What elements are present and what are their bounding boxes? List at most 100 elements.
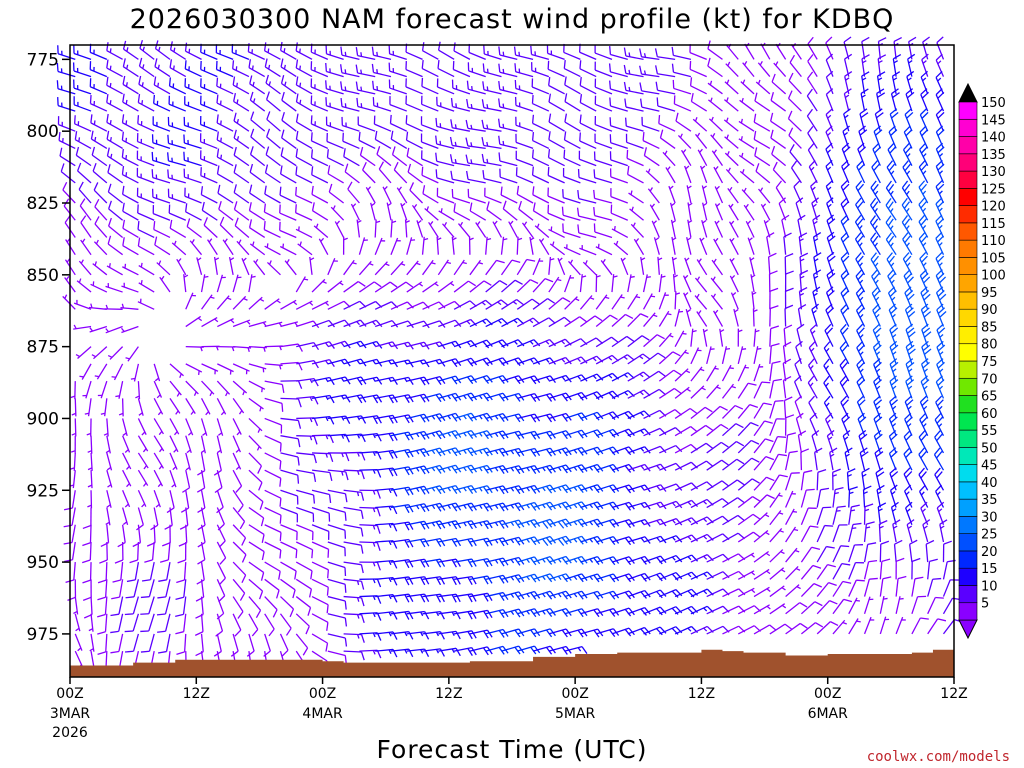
wind-barb bbox=[922, 519, 931, 543]
wind-barb bbox=[627, 606, 651, 616]
wind-barb bbox=[327, 595, 347, 610]
wind-barb bbox=[713, 166, 724, 184]
wind-barb bbox=[840, 286, 850, 310]
wind-barb bbox=[110, 613, 124, 634]
wind-barb bbox=[856, 160, 866, 184]
wind-barb bbox=[690, 328, 697, 347]
wind-barb bbox=[105, 507, 111, 526]
wind-barb bbox=[97, 579, 108, 601]
wind-barb bbox=[409, 182, 424, 204]
wind-barb bbox=[564, 484, 588, 494]
wind-barb bbox=[343, 541, 364, 554]
wind-barb bbox=[280, 397, 302, 408]
wind-barb bbox=[343, 595, 365, 607]
wind-barb bbox=[137, 237, 155, 256]
wind-barb bbox=[122, 58, 139, 78]
wind-barb bbox=[625, 133, 644, 150]
wind-barb bbox=[325, 97, 344, 112]
wind-barb bbox=[723, 97, 739, 112]
wind-barb bbox=[485, 299, 509, 310]
wind-barb bbox=[936, 340, 946, 365]
wind-barb bbox=[121, 114, 139, 132]
wind-barb bbox=[579, 60, 597, 78]
wind-barb bbox=[699, 237, 708, 255]
wind-barb bbox=[895, 575, 907, 597]
wind-barb bbox=[233, 112, 250, 132]
wind-barb bbox=[183, 274, 189, 293]
wind-barb bbox=[390, 521, 414, 531]
wind-barb bbox=[611, 607, 635, 617]
wind-barb bbox=[531, 166, 550, 184]
wind-barb bbox=[97, 380, 108, 399]
wind-barb bbox=[876, 484, 885, 508]
wind-barb bbox=[406, 281, 424, 293]
wind-barb bbox=[264, 321, 283, 328]
wind-barb bbox=[137, 115, 155, 132]
wind-barb bbox=[106, 93, 123, 112]
wind-barb bbox=[343, 561, 364, 574]
wind-barb bbox=[264, 613, 275, 637]
wind-barb bbox=[874, 108, 884, 132]
wind-barb bbox=[722, 404, 744, 419]
wind-barb bbox=[327, 415, 351, 424]
x-tick-label: 12Z bbox=[688, 686, 715, 702]
wind-barb bbox=[296, 417, 319, 427]
wind-barb bbox=[858, 125, 868, 149]
wind-barb bbox=[627, 428, 651, 437]
wind-barb bbox=[737, 382, 757, 399]
wind-barb bbox=[921, 323, 932, 347]
wind-barb bbox=[721, 364, 734, 382]
wind-barb bbox=[327, 165, 344, 184]
wind-barb bbox=[94, 216, 108, 238]
wind-barb bbox=[196, 561, 205, 585]
wind-barb bbox=[327, 633, 348, 647]
wind-barb bbox=[722, 440, 745, 454]
wind-barb bbox=[280, 343, 303, 352]
wind-barb bbox=[840, 251, 850, 276]
x-tick-label: 00Z bbox=[561, 686, 588, 702]
colorbar-swatch bbox=[958, 188, 978, 206]
wind-barb bbox=[611, 274, 618, 293]
wind-barb bbox=[563, 131, 581, 149]
wind-barb bbox=[311, 469, 333, 481]
wind-barb bbox=[577, 224, 597, 239]
colorbar-swatch bbox=[958, 308, 978, 327]
colorbar-label: 105 bbox=[981, 251, 1006, 266]
wind-barb bbox=[856, 395, 866, 419]
wind-barb bbox=[500, 236, 508, 255]
wind-barb bbox=[885, 232, 897, 256]
wind-barb bbox=[935, 53, 945, 77]
wind-barb bbox=[841, 159, 850, 184]
wind-barb bbox=[686, 185, 692, 204]
wind-barb bbox=[295, 186, 313, 204]
wind-barb bbox=[295, 93, 313, 112]
wind-barb bbox=[658, 114, 676, 132]
wind-barb bbox=[579, 76, 597, 95]
colorbar-label: 55 bbox=[981, 424, 998, 439]
wind-barb bbox=[514, 79, 534, 95]
wind-barb bbox=[797, 214, 806, 238]
wind-barb bbox=[106, 469, 113, 488]
wind-barb bbox=[729, 257, 739, 276]
wind-barb bbox=[516, 236, 523, 255]
wind-barb bbox=[627, 589, 651, 599]
wind-barb bbox=[169, 380, 182, 397]
wind-barb bbox=[816, 506, 832, 525]
wind-barb bbox=[657, 256, 663, 275]
wind-barb bbox=[422, 320, 446, 328]
wind-barb bbox=[690, 442, 714, 454]
wind-barb bbox=[935, 231, 945, 255]
wind-barb bbox=[200, 435, 206, 454]
wind-barb bbox=[378, 161, 392, 184]
wind-barb bbox=[374, 320, 399, 328]
wind-barb bbox=[120, 303, 139, 310]
wind-barb bbox=[825, 70, 834, 95]
wind-barb bbox=[839, 323, 850, 347]
wind-barb bbox=[138, 75, 155, 95]
wind-barb bbox=[233, 129, 250, 149]
colorbar-label: 20 bbox=[981, 545, 998, 560]
wind-barb bbox=[595, 501, 620, 511]
wind-barb bbox=[920, 88, 929, 112]
wind-barb bbox=[485, 339, 509, 349]
wind-barb bbox=[421, 95, 439, 112]
